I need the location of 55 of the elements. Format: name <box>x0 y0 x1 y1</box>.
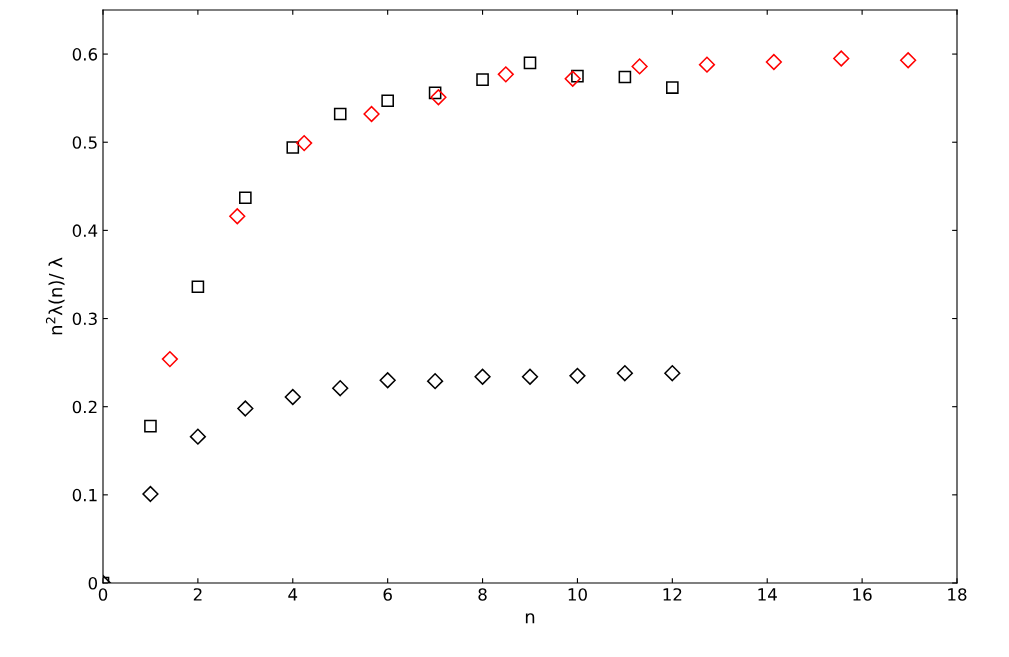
x-tick-label: 10 <box>568 588 587 601</box>
point <box>189 428 207 445</box>
point <box>239 191 252 205</box>
point <box>296 134 313 152</box>
point <box>664 365 681 382</box>
point <box>286 141 300 154</box>
y-tick-label: 0.6 <box>72 48 98 61</box>
point <box>497 66 514 83</box>
y-tick-label: 0.5 <box>72 136 97 149</box>
point <box>569 367 586 384</box>
y-tick-label: 0 <box>88 576 98 590</box>
x-tick-label: 14 <box>758 588 777 601</box>
point <box>430 89 447 106</box>
point <box>521 368 539 385</box>
x-tick-label: 4 <box>288 588 298 601</box>
point <box>474 368 491 385</box>
point <box>284 388 301 406</box>
point <box>144 419 157 433</box>
point <box>333 107 347 121</box>
point <box>191 280 205 294</box>
x-tick-label: 8 <box>478 588 487 601</box>
point <box>363 105 380 123</box>
point <box>381 94 394 108</box>
point <box>426 372 444 390</box>
point <box>476 73 489 86</box>
point <box>666 81 679 94</box>
x-axis-title: n <box>525 613 535 624</box>
x-tick-label: 16 <box>853 588 872 601</box>
x-tick-label: 6 <box>383 588 392 601</box>
point <box>618 70 632 84</box>
point <box>765 53 782 71</box>
point <box>237 400 254 417</box>
point <box>631 58 648 75</box>
point <box>833 50 850 67</box>
y-axis-title: n$^{2}$λ(n)/ λ <box>45 257 65 335</box>
x-tick-label: 0 <box>98 588 108 601</box>
x-tick-label: 2 <box>193 588 202 601</box>
point <box>698 56 716 73</box>
point <box>229 208 246 225</box>
x-tick-label: 18 <box>948 588 967 601</box>
point <box>571 69 584 83</box>
x-tick-label: 12 <box>663 588 682 601</box>
point <box>161 350 179 368</box>
point <box>900 52 917 69</box>
point <box>379 372 396 389</box>
point <box>616 365 634 382</box>
point <box>564 70 581 87</box>
y-tick-label: 0.3 <box>72 312 97 326</box>
point <box>523 56 537 70</box>
point <box>428 86 442 100</box>
y-tick-label: 0.1 <box>72 488 97 502</box>
point <box>332 380 349 397</box>
y-tick-label: 0.4 <box>72 224 98 237</box>
point <box>142 485 159 503</box>
y-tick-label: 0.2 <box>72 400 97 414</box>
